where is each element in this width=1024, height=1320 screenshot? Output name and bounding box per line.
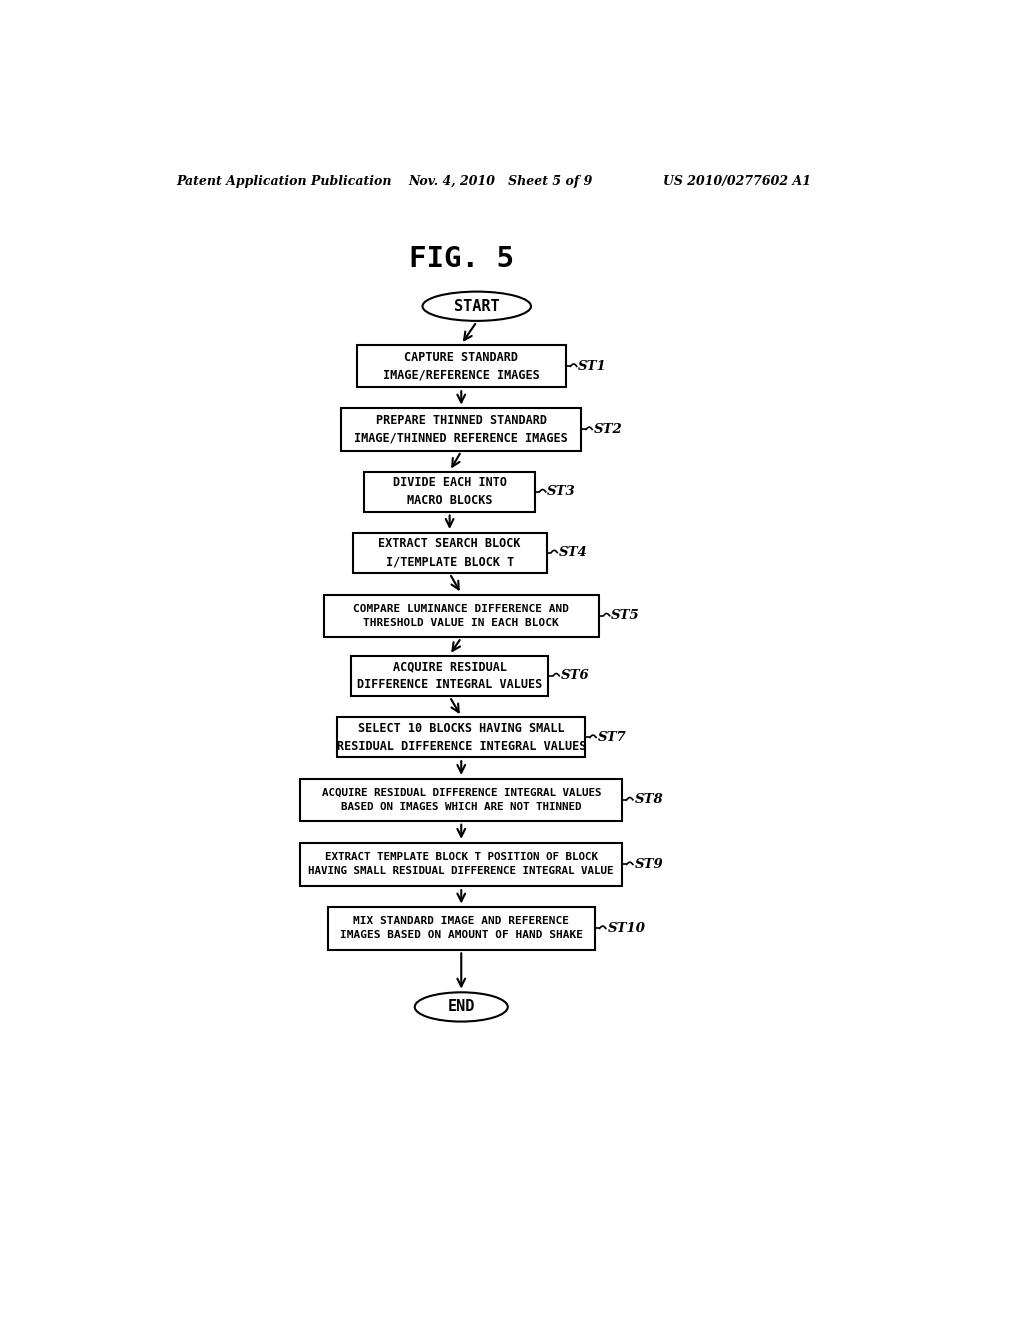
Text: ST10: ST10	[607, 921, 645, 935]
Text: EXTRACT TEMPLATE BLOCK T POSITION OF BLOCK
HAVING SMALL RESIDUAL DIFFERENCE INTE: EXTRACT TEMPLATE BLOCK T POSITION OF BLO…	[308, 853, 614, 876]
Bar	[300, 842, 622, 887]
Text: CAPTURE STANDARD
IMAGE/REFERENCE IMAGES: CAPTURE STANDARD IMAGE/REFERENCE IMAGES	[383, 351, 540, 381]
Text: ST7: ST7	[598, 731, 627, 744]
Text: DIVIDE EACH INTO
MACRO BLOCKS: DIVIDE EACH INTO MACRO BLOCKS	[392, 477, 507, 507]
Text: ST3: ST3	[547, 486, 577, 499]
Text: ST1: ST1	[579, 360, 607, 372]
Text: ST8: ST8	[635, 793, 664, 807]
Text: EXTRACT SEARCH BLOCK
I/TEMPLATE BLOCK T: EXTRACT SEARCH BLOCK I/TEMPLATE BLOCK T	[379, 537, 521, 568]
Bar	[365, 471, 535, 512]
Text: ST2: ST2	[594, 422, 623, 436]
Bar	[352, 533, 547, 573]
Text: ST9: ST9	[635, 858, 664, 871]
Text: ST4: ST4	[559, 546, 588, 560]
Bar	[337, 718, 586, 758]
Text: ST5: ST5	[611, 610, 640, 622]
Text: FIG. 5: FIG. 5	[409, 244, 514, 272]
Text: END: END	[447, 999, 475, 1015]
Text: ACQUIRE RESIDUAL DIFFERENCE INTEGRAL VALUES
BASED ON IMAGES WHICH ARE NOT THINNE: ACQUIRE RESIDUAL DIFFERENCE INTEGRAL VAL…	[322, 788, 601, 812]
Text: MIX STANDARD IMAGE AND REFERENCE
IMAGES BASED ON AMOUNT OF HAND SHAKE: MIX STANDARD IMAGE AND REFERENCE IMAGES …	[340, 916, 583, 940]
Text: Patent Application Publication: Patent Application Publication	[176, 176, 391, 187]
Bar	[328, 907, 595, 949]
Text: COMPARE LUMINANCE DIFFERENCE AND
THRESHOLD VALUE IN EACH BLOCK: COMPARE LUMINANCE DIFFERENCE AND THRESHO…	[353, 603, 569, 628]
Text: ACQUIRE RESIDUAL
DIFFERENCE INTEGRAL VALUES: ACQUIRE RESIDUAL DIFFERENCE INTEGRAL VAL…	[357, 660, 543, 692]
Bar	[351, 656, 549, 696]
Text: SELECT 10 BLOCKS HAVING SMALL
RESIDUAL DIFFERENCE INTEGRAL VALUES: SELECT 10 BLOCKS HAVING SMALL RESIDUAL D…	[337, 722, 586, 752]
Bar	[300, 779, 622, 821]
Text: PREPARE THINNED STANDARD
IMAGE/THINNED REFERENCE IMAGES: PREPARE THINNED STANDARD IMAGE/THINNED R…	[354, 414, 568, 445]
Bar	[341, 408, 582, 450]
Text: ST6: ST6	[561, 669, 590, 682]
Bar	[324, 594, 599, 638]
Bar	[356, 345, 566, 388]
Text: Nov. 4, 2010   Sheet 5 of 9: Nov. 4, 2010 Sheet 5 of 9	[409, 176, 593, 187]
Text: US 2010/0277602 A1: US 2010/0277602 A1	[663, 176, 811, 187]
Text: START: START	[454, 298, 500, 314]
